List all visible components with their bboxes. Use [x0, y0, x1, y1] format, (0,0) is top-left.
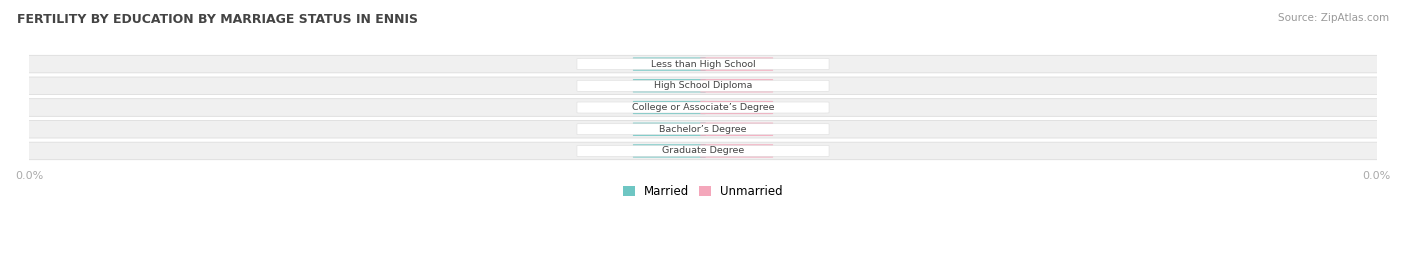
Text: Bachelor’s Degree: Bachelor’s Degree: [659, 125, 747, 134]
Text: 0.0%: 0.0%: [657, 146, 682, 155]
Text: 0.0%: 0.0%: [657, 103, 682, 112]
Text: High School Diploma: High School Diploma: [654, 81, 752, 90]
Text: 0.0%: 0.0%: [724, 103, 749, 112]
Text: 0.0%: 0.0%: [724, 60, 749, 69]
Text: 0.0%: 0.0%: [724, 146, 749, 155]
FancyBboxPatch shape: [20, 55, 1386, 73]
Text: 0.0%: 0.0%: [657, 60, 682, 69]
Text: Graduate Degree: Graduate Degree: [662, 146, 744, 155]
Text: FERTILITY BY EDUCATION BY MARRIAGE STATUS IN ENNIS: FERTILITY BY EDUCATION BY MARRIAGE STATU…: [17, 13, 418, 26]
Text: Source: ZipAtlas.com: Source: ZipAtlas.com: [1278, 13, 1389, 23]
Text: College or Associate’s Degree: College or Associate’s Degree: [631, 103, 775, 112]
FancyBboxPatch shape: [20, 121, 1386, 138]
FancyBboxPatch shape: [20, 142, 1386, 160]
FancyBboxPatch shape: [576, 59, 830, 70]
FancyBboxPatch shape: [576, 124, 830, 135]
Text: 0.0%: 0.0%: [724, 125, 749, 134]
FancyBboxPatch shape: [633, 58, 706, 71]
FancyBboxPatch shape: [633, 101, 706, 114]
Legend: Married, Unmarried: Married, Unmarried: [619, 180, 787, 203]
FancyBboxPatch shape: [700, 79, 773, 92]
FancyBboxPatch shape: [576, 102, 830, 113]
Text: 0.0%: 0.0%: [724, 81, 749, 90]
FancyBboxPatch shape: [20, 99, 1386, 116]
FancyBboxPatch shape: [633, 123, 706, 136]
FancyBboxPatch shape: [700, 101, 773, 114]
FancyBboxPatch shape: [20, 77, 1386, 95]
FancyBboxPatch shape: [576, 146, 830, 157]
FancyBboxPatch shape: [700, 144, 773, 158]
FancyBboxPatch shape: [700, 58, 773, 71]
Text: 0.0%: 0.0%: [657, 125, 682, 134]
FancyBboxPatch shape: [633, 79, 706, 92]
FancyBboxPatch shape: [633, 144, 706, 158]
Text: 0.0%: 0.0%: [657, 81, 682, 90]
FancyBboxPatch shape: [700, 123, 773, 136]
FancyBboxPatch shape: [576, 80, 830, 91]
Text: Less than High School: Less than High School: [651, 60, 755, 69]
